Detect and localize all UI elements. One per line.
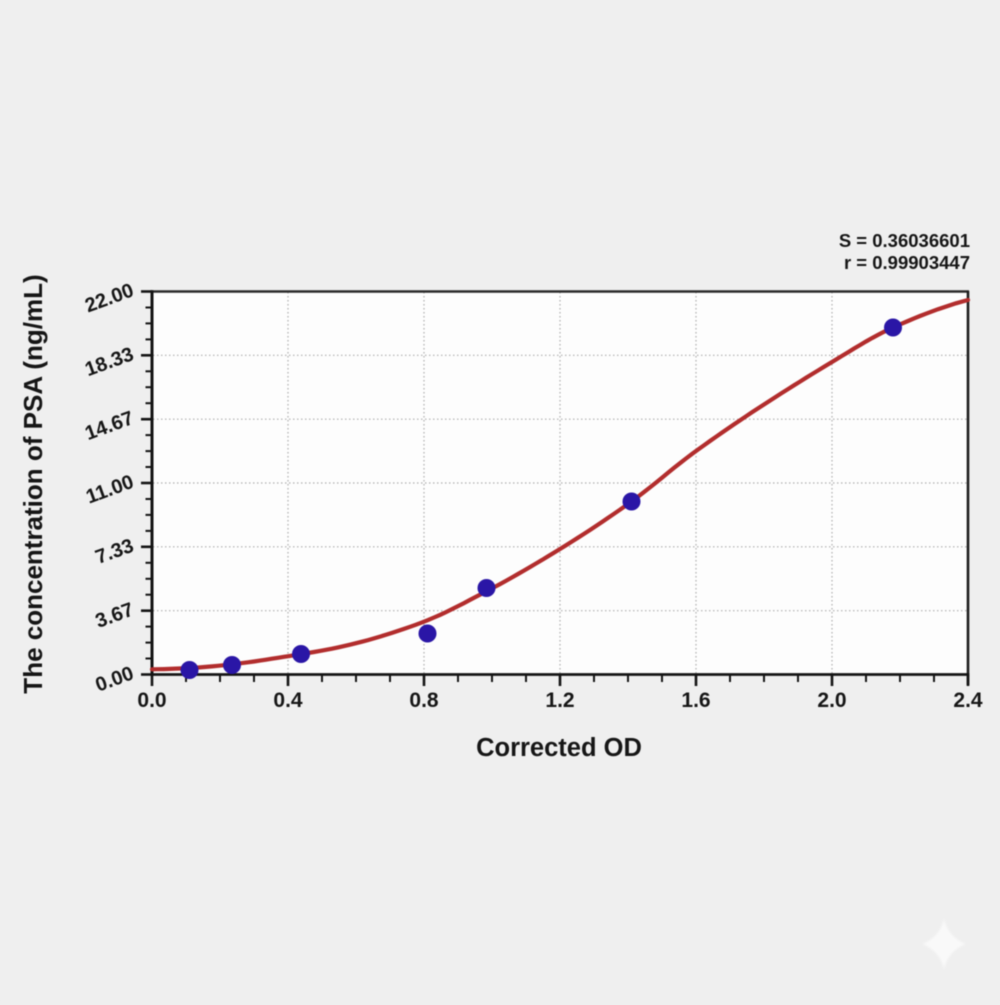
svg-text:The concentration of PSA (ng/m: The concentration of PSA (ng/mL)	[18, 274, 48, 693]
svg-text:0.8: 0.8	[409, 689, 439, 712]
svg-text:1.6: 1.6	[681, 689, 710, 712]
svg-text:1.2: 1.2	[545, 689, 574, 712]
svg-text:Corrected OD: Corrected OD	[476, 734, 642, 762]
svg-text:S = 0.36036601: S = 0.36036601	[839, 230, 970, 251]
svg-text:2.4: 2.4	[953, 689, 983, 712]
svg-text:0.4: 0.4	[273, 689, 303, 712]
svg-text:2.0: 2.0	[817, 689, 846, 712]
svg-text:r = 0.99903447: r = 0.99903447	[844, 252, 970, 273]
svg-text:0.0: 0.0	[137, 689, 166, 712]
